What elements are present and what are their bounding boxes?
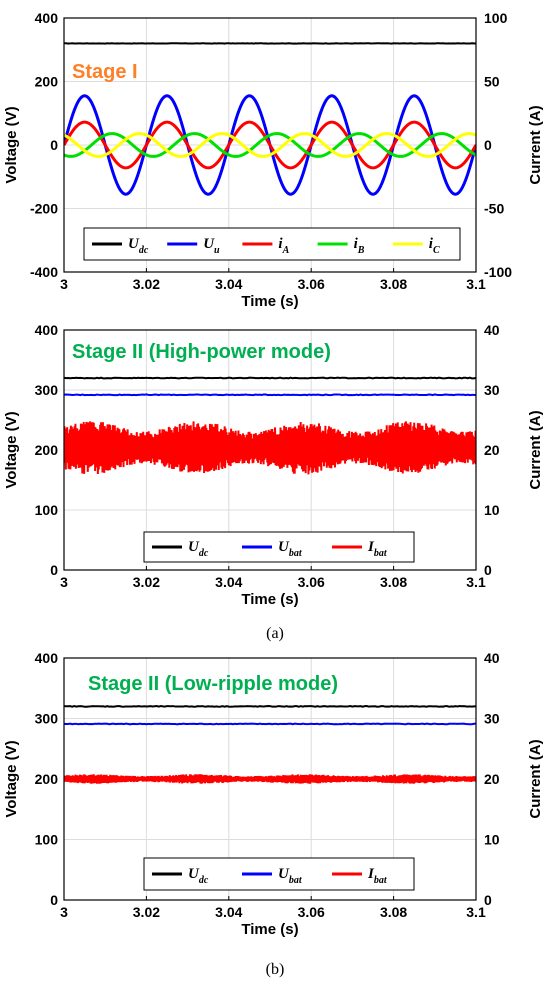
y-left-tick-label: 0 bbox=[50, 562, 58, 578]
legend-label: iB bbox=[354, 236, 365, 256]
axes-box bbox=[63, 657, 477, 901]
y-right-tick-label: 40 bbox=[484, 322, 500, 338]
series-line-U-dc bbox=[64, 376, 476, 380]
y-right-axis-label: Current (A) bbox=[527, 410, 544, 489]
series-line-U-bat bbox=[64, 722, 476, 726]
y-left-tick-label: 400 bbox=[35, 650, 59, 666]
series-group bbox=[64, 42, 476, 196]
x-tick-label: 3.02 bbox=[133, 904, 160, 920]
y-left-tick-label: 400 bbox=[35, 322, 59, 338]
stage-label: Stage I bbox=[72, 61, 138, 83]
y-right-tick-label: 20 bbox=[484, 442, 500, 458]
y-left-tick-label: 300 bbox=[35, 382, 59, 398]
chart-stage-2-high-power: 3 3.02 3.04 3.06 3.08 3.140030020010004030201… bbox=[3, 322, 544, 608]
y-right-tick-label: 0 bbox=[484, 137, 492, 153]
x-tick-label: 3 bbox=[60, 276, 68, 292]
y-left-tick-label: -200 bbox=[30, 201, 58, 217]
x-tick-label: 3.02 bbox=[133, 276, 160, 292]
x-tick-label: 3 bbox=[60, 904, 68, 920]
stage-label: Stage II (High-power mode) bbox=[72, 341, 331, 363]
y-left-tick-label: 200 bbox=[35, 771, 59, 787]
stage-label: Stage II (Low-ripple mode) bbox=[88, 673, 338, 695]
y-right-axis-label: Current (A) bbox=[527, 105, 544, 184]
y-left-axis-label: Voltage (V) bbox=[3, 106, 20, 183]
y-right-tick-label: 20 bbox=[484, 771, 500, 787]
y-right-tick-label: 10 bbox=[484, 832, 500, 848]
legend-label: iC bbox=[429, 236, 440, 256]
legend-box bbox=[143, 857, 415, 891]
chart-stage-2-low-ripple: 3 3.02 3.04 3.06 3.08 3.140030020010004030201… bbox=[3, 650, 544, 938]
y-right-tick-label: 50 bbox=[484, 74, 500, 90]
y-left-tick-label: 100 bbox=[35, 832, 59, 848]
x-tick-label: 3.06 bbox=[298, 574, 325, 590]
legend: Udc Ubat Ibat bbox=[143, 857, 415, 891]
y-left-tick-label: 200 bbox=[35, 442, 59, 458]
y-left-tick-label: 100 bbox=[35, 502, 59, 518]
y-right-tick-label: 10 bbox=[484, 502, 500, 518]
y-right-tick-label: 30 bbox=[484, 382, 500, 398]
y-right-tick-label: 40 bbox=[484, 650, 500, 666]
y-left-tick-label: 0 bbox=[50, 137, 58, 153]
x-tick-label: 3.1 bbox=[466, 904, 486, 920]
y-left-tick-label: 300 bbox=[35, 711, 59, 727]
x-tick-label: 3 bbox=[60, 574, 68, 590]
x-tick-label: 3.08 bbox=[380, 574, 407, 590]
legend-label: iA bbox=[278, 236, 289, 256]
y-left-tick-label: 400 bbox=[35, 10, 59, 26]
caption-a: (a) bbox=[266, 625, 284, 642]
x-tick-label: 3.04 bbox=[215, 904, 242, 920]
series-line-i-A bbox=[64, 120, 476, 170]
y-left-axis-label: Voltage (V) bbox=[3, 411, 20, 488]
x-tick-label: 3.08 bbox=[380, 904, 407, 920]
caption-b: (b) bbox=[266, 961, 285, 978]
chart-stage-1: 3 3.02 3.04 3.06 3.08 3.1 400 200 0 -200 -400 100 50… bbox=[3, 10, 544, 310]
axes-box bbox=[63, 329, 477, 571]
x-tick-label: 3.04 bbox=[215, 574, 242, 590]
y-right-tick-label: 0 bbox=[484, 892, 492, 908]
x-axis-label: Time (s) bbox=[241, 293, 298, 310]
x-axis-label: Time (s) bbox=[241, 591, 298, 608]
y-left-axis-label: Voltage (V) bbox=[3, 740, 20, 817]
series-line-i-C bbox=[64, 132, 476, 158]
legend: Udc Uu iA iB iC bbox=[83, 227, 461, 261]
series-line-I-bat bbox=[64, 421, 476, 475]
axes-box bbox=[63, 17, 477, 273]
x-tick-label: 3.1 bbox=[466, 276, 486, 292]
series-line-i-B bbox=[64, 132, 476, 158]
x-tick-label: 3.06 bbox=[298, 276, 325, 292]
x-tick-label: 3.08 bbox=[380, 276, 407, 292]
y-right-tick-label: 0 bbox=[484, 562, 492, 578]
x-tick-label: 3.02 bbox=[133, 574, 160, 590]
y-right-tick-label: 30 bbox=[484, 711, 500, 727]
y-right-tick-label: -50 bbox=[484, 201, 504, 217]
y-left-tick-label: -400 bbox=[30, 264, 58, 280]
series-line-I-bat bbox=[64, 774, 476, 784]
series-line-U-dc bbox=[64, 705, 476, 708]
series-group bbox=[64, 376, 476, 475]
y-left-tick-label: 0 bbox=[50, 892, 58, 908]
legend-box bbox=[143, 531, 415, 563]
legend: Udc Ubat Ibat bbox=[143, 531, 415, 563]
x-tick-label: 3.1 bbox=[466, 574, 486, 590]
y-right-tick-label: 100 bbox=[484, 10, 508, 26]
x-tick-label: 3.06 bbox=[298, 904, 325, 920]
y-left-tick-label: 200 bbox=[35, 74, 59, 90]
series-group bbox=[64, 705, 476, 784]
y-right-tick-label: -100 bbox=[484, 264, 512, 280]
x-tick-label: 3.04 bbox=[215, 276, 242, 292]
y-right-axis-label: Current (A) bbox=[527, 739, 544, 818]
x-axis-label: Time (s) bbox=[241, 921, 298, 938]
series-line-U-bat bbox=[64, 393, 476, 397]
